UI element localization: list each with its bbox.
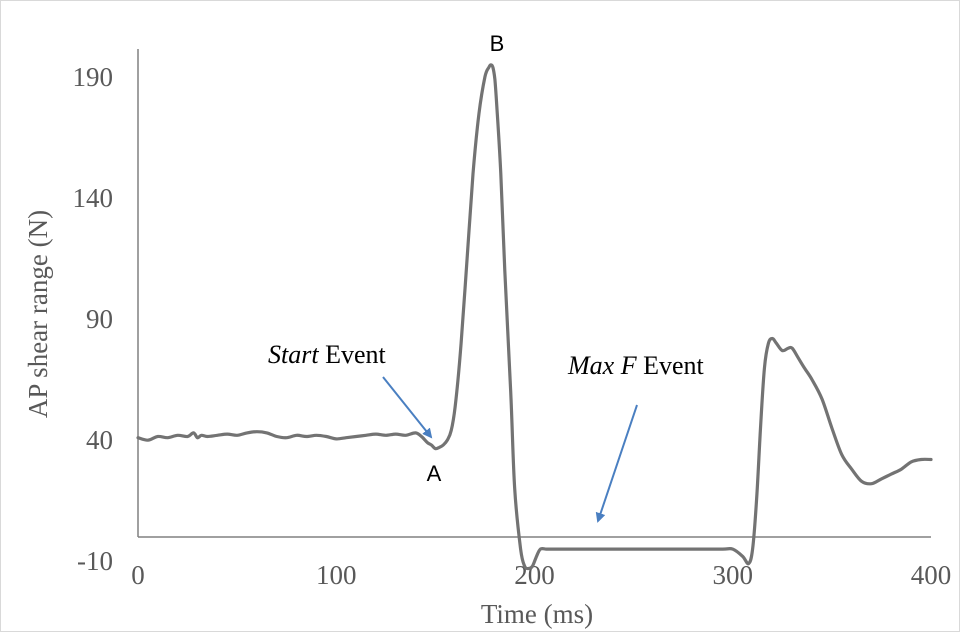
x-tick-labels: 0 100 200 300 400 — [131, 560, 951, 590]
maxf-event-arrow — [595, 404, 638, 523]
y-axis-title: AP shear range (N) — [23, 210, 53, 418]
x-axis-title: Time (ms) — [481, 599, 593, 629]
x-tick-label: 300 — [713, 560, 754, 590]
y-tick-label: -10 — [77, 546, 113, 576]
start-event-arrow — [382, 376, 433, 439]
y-tick-labels: -10 40 90 140 190 — [73, 62, 114, 576]
y-tick-label: 90 — [86, 304, 113, 334]
series-line — [136, 63, 933, 571]
maxf-event-label: Max F Event — [567, 351, 705, 380]
maxf-event-label-italic: Max F — [567, 351, 638, 380]
point-b-label: B — [490, 31, 505, 56]
x-tick-label: 100 — [316, 560, 357, 590]
y-tick-label: 140 — [73, 183, 114, 213]
start-event-label-italic: Start — [268, 340, 319, 369]
y-tick-label: 190 — [73, 62, 114, 92]
x-tick-label: 0 — [131, 560, 145, 590]
point-a-label: A — [427, 461, 442, 486]
start-event-label-rest: Event — [319, 340, 387, 369]
x-tick-label: 400 — [911, 560, 952, 590]
maxf-event-label-rest: Event — [637, 351, 705, 380]
y-tick-label: 40 — [86, 425, 113, 455]
start-event-label: Start Event — [268, 340, 387, 369]
